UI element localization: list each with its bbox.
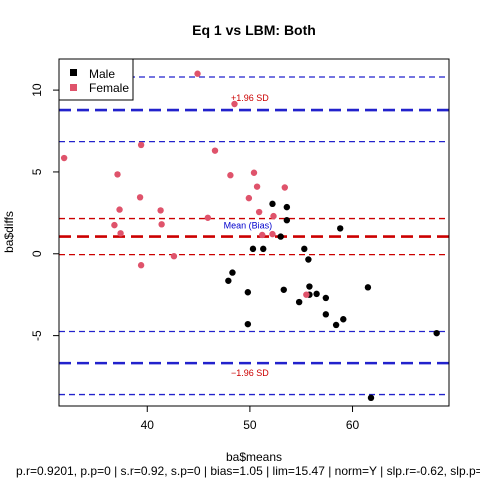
- chart-title: Eq 1 vs LBM: Both: [192, 22, 316, 38]
- male-point-24: [433, 329, 440, 337]
- male-point-3: [283, 217, 291, 224]
- male-point-2: [283, 203, 291, 211]
- legend-female-label: Female: [89, 81, 129, 95]
- upper-sd-label: +1.96 SD: [231, 93, 269, 103]
- plot-frame: [58, 58, 450, 407]
- female-point-25: [303, 291, 310, 298]
- legend-female-marker: [70, 84, 77, 91]
- female-point-18: [111, 221, 118, 229]
- female-point-2: [231, 100, 238, 108]
- female-point-6: [250, 169, 258, 176]
- male-point-20: [322, 311, 330, 318]
- female-point-23: [170, 253, 178, 260]
- line-annotations: +1.96 SD Mean (Bias) −1.96 SD: [224, 93, 273, 378]
- male-point-15: [244, 289, 252, 296]
- male-point-19: [295, 298, 303, 306]
- male-point-4: [337, 225, 344, 232]
- male-point-22: [332, 321, 340, 329]
- male-point-23: [244, 320, 252, 328]
- female-point-5: [60, 154, 68, 162]
- male-point-12: [306, 283, 313, 290]
- legend: Male Female: [58, 58, 134, 101]
- male-point-13: [364, 284, 372, 291]
- stats-footer: p.r=0.9201, p.p=0 | s.r=0.92, s.p=0 | bi…: [16, 464, 480, 478]
- x-axis-label: ba$means: [226, 450, 282, 464]
- male-point-9: [305, 256, 312, 263]
- female-point-7: [114, 171, 121, 178]
- female-point-4: [211, 147, 219, 154]
- male-point-1: [269, 200, 276, 208]
- female-point-17: [204, 214, 212, 221]
- female-point-11: [136, 194, 144, 201]
- y-axis: -5 0 5 10: [30, 83, 59, 341]
- y-tick-label-5: 5: [30, 168, 44, 175]
- x-tick-label-50: 50: [243, 418, 257, 432]
- male-point-7: [260, 245, 267, 253]
- male-point-17: [313, 290, 320, 298]
- male-point-6: [249, 245, 257, 253]
- y-axis-label: ba$diffs: [2, 211, 16, 253]
- lower-sd-label: −1.96 SD: [231, 368, 269, 378]
- female-point-12: [245, 194, 253, 202]
- female-point-15: [255, 208, 263, 216]
- female-point-9: [253, 183, 261, 190]
- y-tick-label-10: 10: [30, 83, 44, 97]
- legend-male-label: Male: [89, 67, 115, 81]
- mean-bias-label: Mean (Bias): [224, 221, 273, 231]
- y-tick-label-0: 0: [30, 250, 44, 257]
- female-point-14: [157, 207, 164, 214]
- x-tick-label-40: 40: [141, 418, 155, 432]
- female-point-20: [117, 230, 124, 237]
- x-tick-label-60: 60: [346, 418, 360, 432]
- male-point-11: [225, 277, 232, 284]
- female-point-1: [194, 70, 201, 77]
- male-point-25: [367, 394, 375, 402]
- male-point-21: [340, 316, 347, 323]
- male-point-10: [229, 269, 236, 276]
- male-point-18: [322, 294, 330, 302]
- male-point-14: [280, 286, 287, 293]
- reference-lines: [59, 76, 449, 396]
- male-point-8: [301, 245, 308, 253]
- female-point-24: [137, 262, 145, 269]
- data-points: [60, 70, 440, 402]
- female-point-19: [158, 221, 165, 228]
- y-tick-label--5: -5: [30, 330, 44, 341]
- male-point-5: [277, 233, 284, 240]
- female-point-21: [259, 231, 266, 239]
- legend-box: [58, 58, 134, 101]
- female-point-8: [227, 172, 234, 179]
- female-point-13: [116, 206, 123, 213]
- legend-male-marker: [70, 69, 77, 76]
- female-point-10: [281, 184, 288, 191]
- female-point-22: [269, 230, 276, 238]
- x-axis: 40 50 60: [141, 406, 360, 432]
- female-point-16: [270, 212, 277, 220]
- female-point-3: [137, 141, 145, 149]
